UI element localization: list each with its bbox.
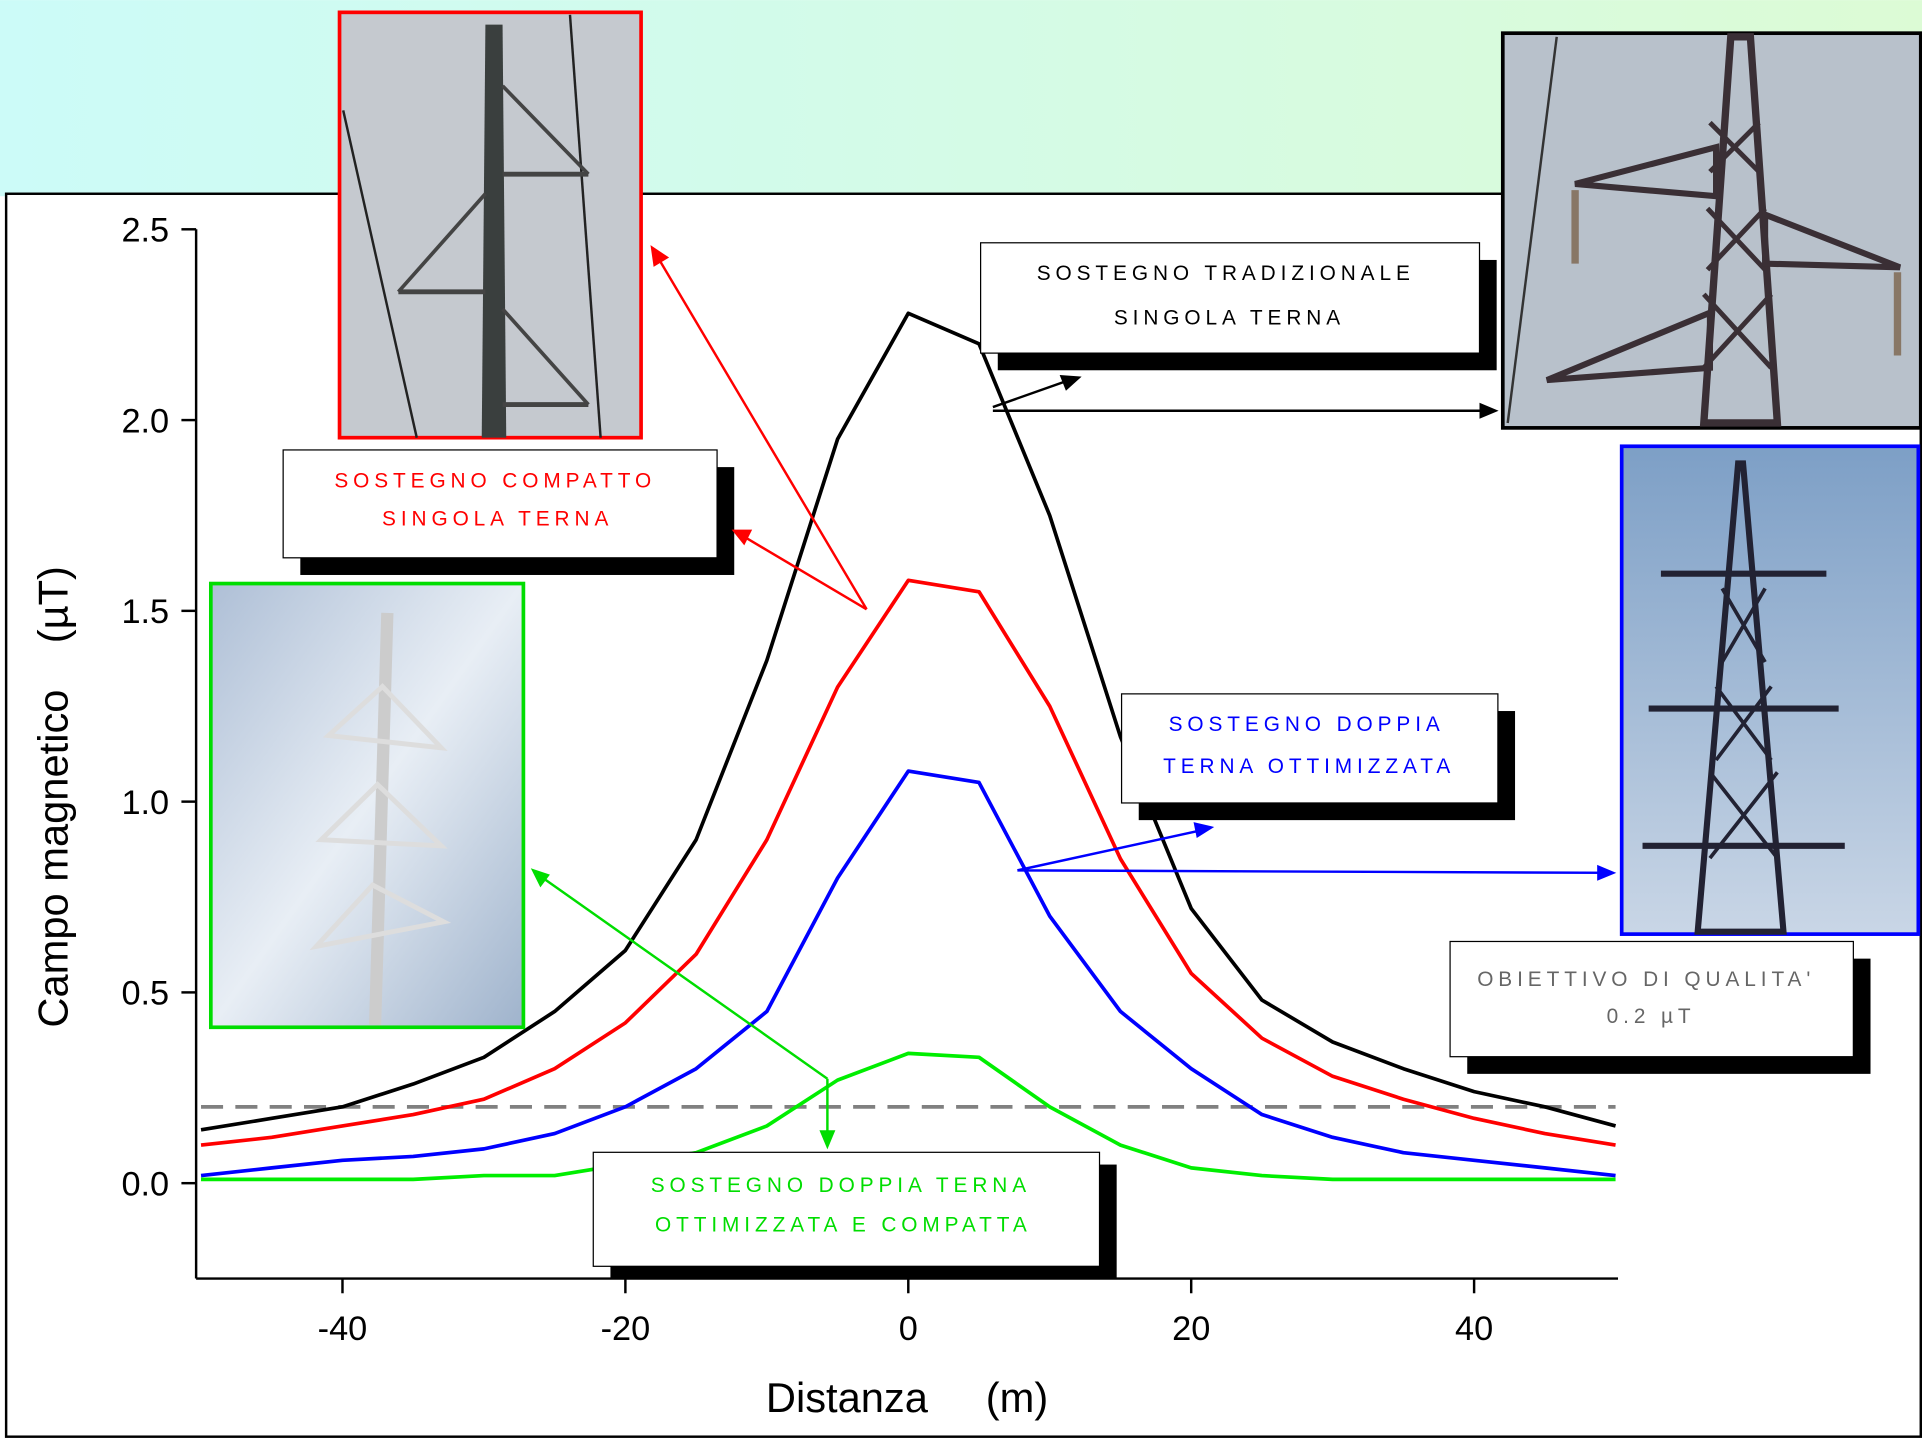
photo-compact-single xyxy=(340,12,642,437)
annotation-text: SOSTEGNO DOPPIA TERNA xyxy=(651,1174,1031,1197)
annotation-text: SOSTEGNO DOPPIA xyxy=(1169,713,1445,736)
annotation-text: SOSTEGNO COMPATTO xyxy=(334,469,656,492)
page: 0.0 0.5 1.0 1.5 2.0 2.5 -40 -20 0 20 40 xyxy=(0,0,1922,1438)
annotation-target: OBIETTIVO DI QUALITA' 0.2 µT xyxy=(1450,941,1870,1073)
annotation-text: 0.2 µT xyxy=(1607,1005,1696,1028)
annotation-text: OBIETTIVO DI QUALITA' xyxy=(1477,968,1815,991)
photo-double-optimized xyxy=(1622,446,1919,934)
y-tick-label: 0.0 xyxy=(121,1165,169,1203)
annotation-double-compact: SOSTEGNO DOPPIA TERNA OTTIMIZZATA E COMP… xyxy=(593,1152,1116,1278)
y-tick-label: 1.5 xyxy=(121,593,169,631)
x-axis-label: Distanza (m) xyxy=(766,1374,1048,1421)
y-axis-label: Campo magnetico (µT) xyxy=(29,566,76,1028)
annotation-text: TERNA OTTIMIZZATA xyxy=(1163,755,1455,778)
annotation-text: SOSTEGNO TRADIZIONALE xyxy=(1037,262,1415,285)
y-tick-label: 2.5 xyxy=(121,212,169,250)
annotation-traditional: SOSTEGNO TRADIZIONALE SINGOLA TERNA xyxy=(981,243,1497,370)
x-tick-label: 40 xyxy=(1455,1310,1493,1348)
annotation-compact: SOSTEGNO COMPATTO SINGOLA TERNA xyxy=(283,450,734,575)
annotation-text: OTTIMIZZATA E COMPATTA xyxy=(655,1213,1032,1236)
annotation-double: SOSTEGNO DOPPIA TERNA OTTIMIZZATA xyxy=(1122,694,1515,820)
x-tick-label: 0 xyxy=(899,1310,918,1348)
annotation-text: SINGOLA TERNA xyxy=(1114,306,1345,329)
x-tick-label: 20 xyxy=(1172,1310,1210,1348)
y-tick-label: 0.5 xyxy=(121,975,169,1013)
x-tick-label: -20 xyxy=(601,1310,651,1348)
chart: 0.0 0.5 1.0 1.5 2.0 2.5 -40 -20 0 20 40 xyxy=(0,0,1922,1438)
x-tick-label: -40 xyxy=(318,1310,368,1348)
photo-double-compact xyxy=(211,584,524,1028)
y-tick-label: 1.0 xyxy=(121,784,169,822)
annotation-text: SINGOLA TERNA xyxy=(382,507,613,530)
y-tick-label: 2.0 xyxy=(121,402,169,440)
photo-traditional xyxy=(1503,33,1921,428)
